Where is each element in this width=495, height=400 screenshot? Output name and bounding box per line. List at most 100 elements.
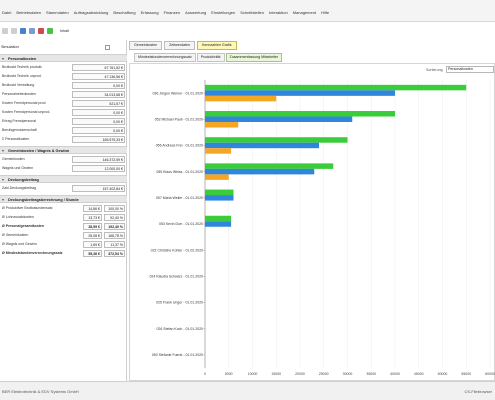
gemein-row-value-field[interactable]: 12.000,00 € [72,165,125,172]
gemein-row: Gemeinkosten 146.372,59 € [0,155,127,164]
gemein-section[interactable]: ▾ Gemeinkosten / Wagnis & Gewinn [0,146,127,154]
menu-item[interactable]: Einstellungen [211,10,236,15]
dbs-row: Ø Gemeinkosten 25,08 € 168,78 % [0,231,127,240]
db-row-value-field[interactable]: 157.402,84 € [72,185,125,192]
tab-sub[interactable]: Zusammenfassung Mitarbeiter [225,53,283,62]
menu-item[interactable]: Management [292,10,317,15]
menu-item[interactable]: Interaktion [269,10,288,15]
personal-row-label: Kosten Fremdpersonal prod. [2,101,47,105]
personal-row-value-field[interactable]: 0,00 € [72,118,125,125]
menu-item[interactable]: Betriebsdaten [16,10,42,15]
x-tick-label: 10000 [248,372,258,376]
menu-item[interactable]: Erfassung [140,10,159,15]
dbs-section[interactable]: ▾ Deckungsbeitragsberechnung / Stunde [0,195,127,203]
collapse-icon[interactable]: ▾ [2,56,5,61]
dbs-rate-field[interactable]: 14,86 € [83,205,102,212]
personal-row-value-field[interactable]: 0,00 € [72,82,125,89]
x-tick-label: 25000 [319,372,329,376]
personal-row-value: 47.136,56 € [104,75,124,79]
dbs-percent-field[interactable]: 100,00 % [104,205,125,212]
dbs-percent-value: 11,37 % [110,243,123,247]
dbs-row-label: Ø Mindeststundenverrechnungssatz [2,251,63,255]
tab-main[interactable]: Zeitwerdaten [164,41,195,50]
db-section[interactable]: ▾ Deckungsbeitrag [0,175,127,183]
right-panel: Gemeinkosten Zeitwerdaten Kennzahlen Grafi… [129,40,495,381]
forward-icon[interactable] [11,28,17,34]
personal-row-value-field[interactable]: 165.579,33 € [72,136,125,143]
personal-row-value: 521,57 € [109,102,123,106]
personal-row-value-field[interactable]: 0,00 € [72,127,125,134]
back-icon[interactable] [2,28,8,34]
dbs-percent-value: 372,54 % [108,252,123,256]
category-label: 026 Stefan Koch - 01.01.2020 [156,327,203,331]
personal-row-value-field[interactable]: 0,00 € [72,109,125,116]
personal-row-value-field[interactable]: 521,57 € [72,100,125,107]
collapse-icon[interactable]: ▾ [2,148,5,153]
sort-value: Personalkosten [448,67,473,71]
category-label: 036 Jürgen Werner - 01.01.2020 [152,91,203,95]
personal-section[interactable]: ▾ Personalkosten [0,54,127,62]
personal-row: Kosten Fremdpersonal prod. 521,57 € [0,99,127,108]
personal-row-label: Bruttostd Technik unprod. [2,74,42,78]
close-icon[interactable] [38,28,44,34]
simulation-checkbox[interactable] [105,45,110,50]
tab-sub[interactable]: Produktivität [196,53,225,62]
sort-select[interactable]: Personalkosten [446,66,494,73]
personal-row-label: Σ Personalkosten [2,137,30,141]
menu-item[interactable]: Beschaffung [113,10,136,15]
dbs-row-label: Ø Produktiver Bruttostundensatz [2,206,53,210]
chart-area: Sortierung Personalkosten 0 5000 10000 1500… [129,63,495,381]
data-bar [205,163,334,169]
menu-item[interactable]: Auftragsabwicklung [73,10,109,15]
db-section-title: Deckungsbeitrag [8,178,39,182]
personal-row-value-field[interactable]: 67.761,52 € [72,64,125,71]
data-bar [205,137,348,143]
dbs-row-label: Ø Personalgesamtkosten [2,224,45,228]
tab-main[interactable]: Kennzahlen Grafik [196,41,237,50]
x-tick-label: 35000 [366,372,376,376]
personal-row-value-field[interactable]: 34.013,68 € [72,91,125,98]
dbs-percent-field[interactable]: 168,78 % [104,232,125,239]
collapse-icon[interactable]: ▾ [2,177,5,182]
gemein-row-value-field[interactable]: 146.372,59 € [72,156,125,163]
dbs-rate-field[interactable]: 28,59 € [83,223,102,230]
personal-section-title: Personalkosten [8,57,37,61]
menu-item[interactable]: Datei [2,10,12,15]
tab-main[interactable]: Gemeinkosten [129,41,163,50]
collapse-icon[interactable]: ▾ [2,197,5,202]
menu-item[interactable]: Finanzen [163,10,181,15]
save-icon[interactable] [20,28,26,34]
dbs-rate-field[interactable]: 55,36 € [83,250,102,257]
personal-row-value: 34.013,68 € [104,93,124,97]
employee-chart: 0 5000 10000 15000 20000 25000 30000 35000 40000… [149,80,495,376]
data-bar [205,221,232,227]
menu-item[interactable]: Hilfe [321,10,330,15]
dbs-rate-field[interactable]: 13,73 € [83,214,102,221]
x-tick-label: 15000 [271,372,281,376]
menu-item[interactable]: Schnittstellen [240,10,265,15]
menu-item[interactable]: Auswertung [185,10,207,15]
personal-row: Bruttostd Technik unprod. 47.136,56 € [0,72,127,81]
dbs-percent-field[interactable]: 372,54 % [104,250,125,257]
dbs-rate-field[interactable]: 25,08 € [83,232,102,239]
personal-row-value: 0,00 € [113,129,123,133]
data-bar [205,116,353,123]
personal-row-value-field[interactable]: 47.136,56 € [72,73,125,80]
confirm-icon[interactable] [47,28,53,34]
personal-row-value: 165.579,33 € [102,138,123,142]
simulation-row: Simulation [0,43,127,52]
dbs-percent-field[interactable]: 92,40 % [104,214,125,221]
category-label: 025 Frank Unger - 01.01.2020 [156,301,203,305]
dbs-percent-field[interactable]: 11,37 % [104,241,125,248]
data-bar [205,148,232,154]
gemein-row: Wagnis und Gewinn 12.000,00 € [0,164,127,173]
menu-item[interactable]: Stammdaten [46,10,69,15]
tab-sub[interactable]: Mindeststundenverrechnungssatz [134,53,196,62]
personal-row-label: Ertrag Fremdpersonal [2,119,37,123]
dbs-row-label: Ø Gemeinkosten [2,233,29,237]
print-icon[interactable] [29,28,35,34]
personal-row-label: Bruttostd Technik produkt. [2,65,43,69]
dbs-percent-field[interactable]: 192,40 % [104,223,125,230]
dbs-rate-field[interactable]: 1,69 € [83,241,102,248]
personal-row-label: Bruttostd Verwaltung [2,83,35,87]
